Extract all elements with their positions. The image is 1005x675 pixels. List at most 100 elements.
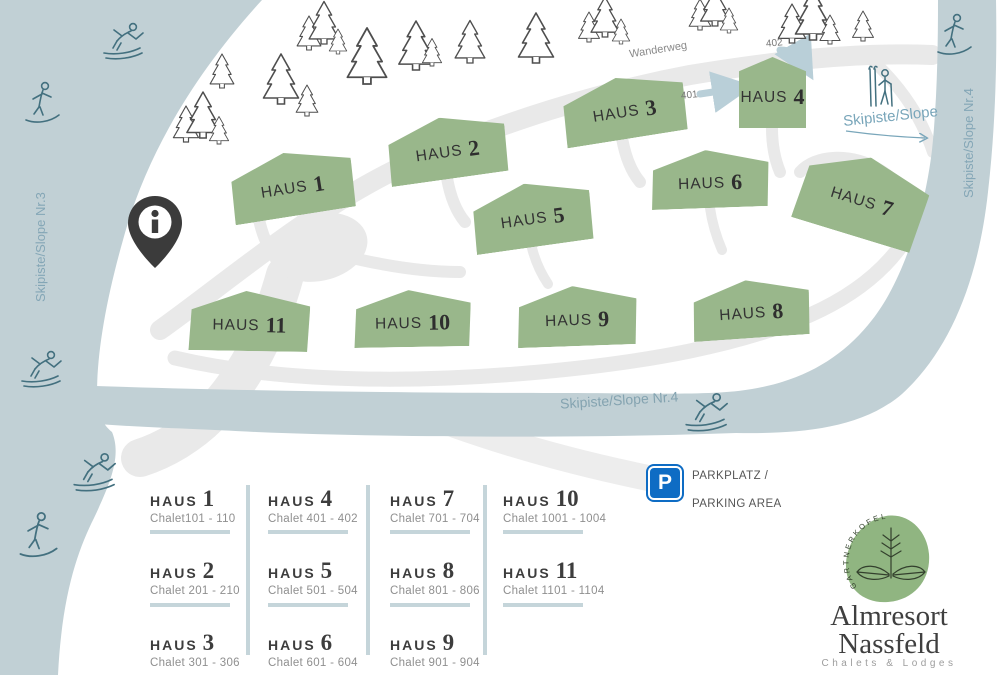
pine-tree-icon xyxy=(454,19,486,64)
legend-chalet-range: Chalet 501 - 504 xyxy=(268,585,358,597)
pine-tree-icon xyxy=(308,0,340,45)
legend-haus-word: HAUS xyxy=(150,637,198,653)
legend-haus-word: HAUS xyxy=(150,493,198,509)
route-402-arrow xyxy=(774,33,814,81)
haus-word: HAUS xyxy=(677,174,726,194)
haus-number: 5 xyxy=(551,201,566,228)
legend-item-haus-5: HAUS 5 Chalet 501 - 504 xyxy=(268,558,358,597)
haus-word: HAUS xyxy=(374,314,423,333)
legend-item-haus-11: HAUS 11 Chalet 1101 - 1104 xyxy=(503,558,605,597)
logo-plant-icon xyxy=(856,527,926,580)
legend-item-haus-8: HAUS 8 Chalet 801 - 806 xyxy=(390,558,480,597)
legend-item-haus-10: HAUS 10 Chalet 1001 - 1004 xyxy=(503,486,606,525)
legend-chalet-range: Chalet 801 - 806 xyxy=(390,585,480,597)
haus-number: 7 xyxy=(878,194,897,222)
haus-number: 6 xyxy=(730,168,743,195)
haus-word: HAUS xyxy=(544,311,593,331)
legend-haus-number: 11 xyxy=(555,558,578,583)
legend-chalet-range: Chalet 1101 - 1104 xyxy=(503,585,605,597)
legend-chalet-range: Chalet101 - 110 xyxy=(150,513,236,525)
legend-item-haus-1: HAUS 1 Chalet101 - 110 xyxy=(150,486,235,525)
legend-haus-word: HAUS xyxy=(503,565,551,581)
legend-chalet-range: Chalet 601 - 604 xyxy=(268,657,358,669)
legend-divider-h xyxy=(503,530,583,534)
parking-sign-icon: P xyxy=(648,466,682,500)
legend-divider-h xyxy=(503,603,583,607)
slope-label-nr3: Skipiste/Slope Nr.3 xyxy=(33,192,48,302)
legend-haus-number: 4 xyxy=(320,486,333,511)
pine-tree-icon xyxy=(517,12,555,64)
legend-chalet-range: Chalet 401 - 402 xyxy=(268,513,358,525)
pine-tree-icon xyxy=(590,0,620,38)
legend-haus-number: 2 xyxy=(202,558,215,583)
legend-haus-number: 8 xyxy=(442,558,455,583)
haus-word: HAUS xyxy=(259,177,309,202)
logo-subtitle: Chalets & Lodges xyxy=(821,658,957,669)
pine-tree-icon xyxy=(209,53,235,89)
legend-divider-h xyxy=(268,530,348,534)
legend-haus-number: 7 xyxy=(442,486,455,511)
slope-direction-arrow xyxy=(845,130,925,138)
legend-item-haus-3: HAUS 3 Chalet 301 - 306 xyxy=(150,630,240,669)
haus-word: HAUS xyxy=(718,303,767,325)
haus-word: HAUS xyxy=(740,88,788,106)
logo-line1: Almresort xyxy=(830,600,948,632)
route-401-arrow xyxy=(696,71,754,113)
legend-chalet-range: Chalet 901 - 904 xyxy=(390,657,480,669)
haus-marker-4: HAUS 4 xyxy=(739,57,806,128)
legend-haus-word: HAUS xyxy=(390,565,438,581)
legend-item-haus-6: HAUS 6 Chalet 601 - 604 xyxy=(268,630,358,669)
legend-haus-word: HAUS xyxy=(268,493,316,509)
route-401-label: 401 xyxy=(680,89,699,102)
parking-label: PARKPLATZ / PARKING AREA xyxy=(692,469,782,511)
haus-number: 10 xyxy=(427,308,451,335)
legend-haus-word: HAUS xyxy=(503,493,551,509)
legend-haus-number: 10 xyxy=(555,486,579,511)
slope-band-left xyxy=(0,0,262,675)
resort-logo-mark: GARTNERKOFEL xyxy=(841,511,930,603)
info-pin-icon xyxy=(128,196,182,268)
haus-number: 1 xyxy=(311,170,327,197)
legend-divider-h xyxy=(150,603,230,607)
parking-line1: PARKPLATZ / xyxy=(692,470,769,482)
legend-chalet-range: Chalet 301 - 306 xyxy=(150,657,240,669)
legend-chalet-range: Chalet 201 - 210 xyxy=(150,585,240,597)
haus-number: 2 xyxy=(466,134,481,161)
legend-chalet-range: Chalet 701 - 704 xyxy=(390,513,480,525)
haus-number: 9 xyxy=(597,305,610,332)
legend-haus-word: HAUS xyxy=(268,565,316,581)
legend-haus-word: HAUS xyxy=(150,565,198,581)
legend-divider-v3 xyxy=(483,485,487,655)
parking-line2: PARKING AREA xyxy=(692,498,782,510)
slope-band-right xyxy=(96,0,997,437)
legend-haus-number: 5 xyxy=(320,558,333,583)
legend-item-haus-7: HAUS 7 Chalet 701 - 704 xyxy=(390,486,480,525)
pine-tree-icon xyxy=(295,84,319,117)
pine-tree-icon xyxy=(852,10,874,42)
legend-item-haus-9: HAUS 9 Chalet 901 - 904 xyxy=(390,630,480,669)
route-arrows xyxy=(696,33,814,113)
haus-number: 8 xyxy=(771,297,785,324)
legend-divider-h xyxy=(390,530,470,534)
legend-haus-word: HAUS xyxy=(390,493,438,509)
haus-word: HAUS xyxy=(212,316,260,335)
route-402-label: 402 xyxy=(765,37,784,50)
haus-word: HAUS xyxy=(414,141,464,166)
haus-number: 11 xyxy=(265,312,287,338)
haus-word: HAUS xyxy=(499,208,549,233)
legend-item-haus-2: HAUS 2 Chalet 201 - 210 xyxy=(150,558,240,597)
haus-number: 4 xyxy=(793,83,805,109)
haus-word: HAUS xyxy=(828,183,879,214)
logo-line2: Nassfeld xyxy=(838,628,940,660)
slope-label-nr4-right: Skipiste/Slope Nr.4 xyxy=(961,88,976,198)
pine-tree-icon xyxy=(346,27,388,85)
legend-divider-h xyxy=(150,530,230,534)
legend-item-haus-4: HAUS 4 Chalet 401 - 402 xyxy=(268,486,358,525)
legend-haus-number: 1 xyxy=(202,486,215,511)
haus-word: HAUS xyxy=(591,101,641,126)
legend-divider-v1 xyxy=(246,485,250,655)
legend-chalet-range: Chalet 1001 - 1004 xyxy=(503,513,607,525)
legend-divider-v2 xyxy=(366,485,370,655)
